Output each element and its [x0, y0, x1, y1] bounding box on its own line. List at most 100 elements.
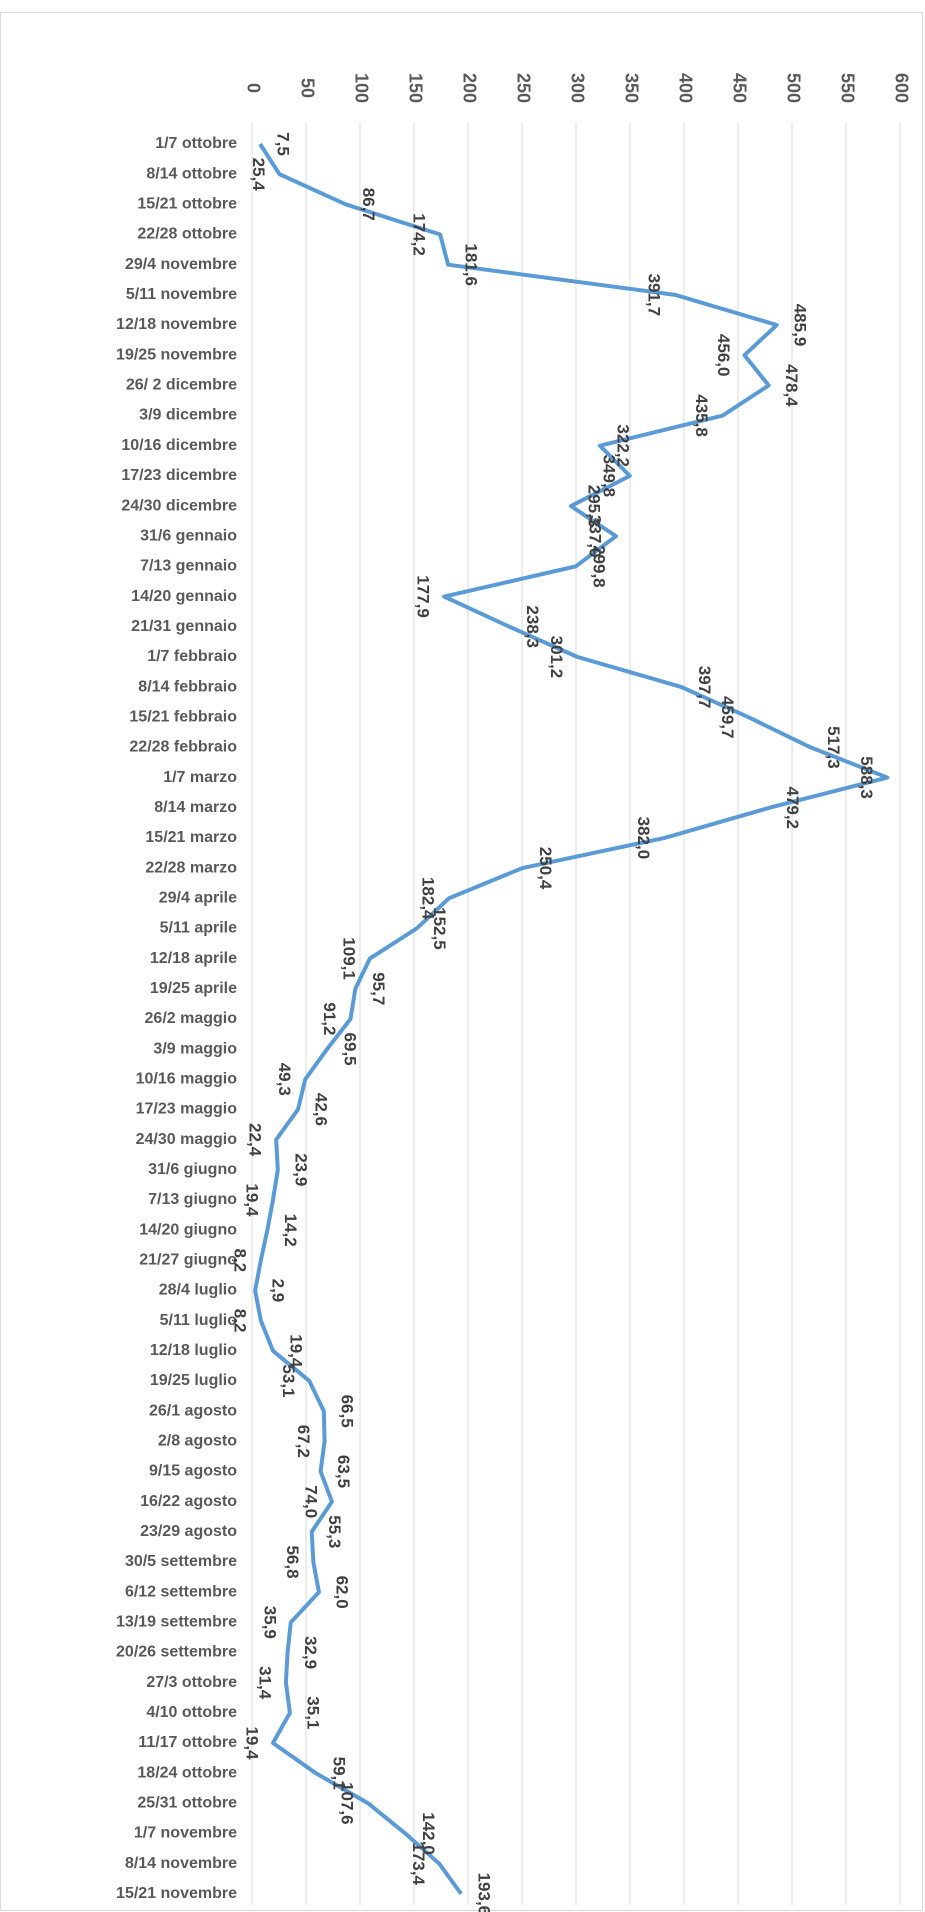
data-label: 23,9: [291, 1153, 310, 1186]
x-tick-label: 26/2 maggio: [145, 1010, 238, 1027]
data-label: 67,2: [294, 1425, 313, 1458]
y-tick-label: 200: [459, 73, 479, 103]
data-label: 49,3: [275, 1063, 294, 1096]
x-tick-label: 15/21 ottobre: [137, 196, 237, 213]
y-tick-label: 600: [891, 73, 911, 103]
data-label: 174,2: [410, 213, 429, 256]
data-label: 517,3: [824, 726, 843, 769]
x-tick-label: 4/10 ottobre: [146, 1704, 237, 1721]
data-label: 109,1: [339, 937, 358, 980]
data-label: 588,3: [857, 756, 876, 799]
x-tick-label: 14/20 gennaio: [131, 588, 237, 605]
x-tick-label: 30/5 settembre: [125, 1553, 237, 1570]
data-label: 485,9: [790, 304, 809, 347]
data-label: 63,5: [334, 1455, 353, 1488]
x-tick-label: 15/21 febbraio: [129, 708, 237, 725]
data-label: 59,1: [329, 1757, 348, 1790]
data-label: 31,4: [255, 1666, 274, 1700]
y-tick-label: 100: [351, 73, 371, 103]
data-label: 35,1: [303, 1696, 322, 1729]
x-tick-label: 12/18 novembre: [116, 316, 237, 333]
x-tick-label: 6/12 settembre: [125, 1583, 237, 1600]
data-label: 66,5: [337, 1395, 356, 1428]
x-tick-label: 25/31 ottobre: [137, 1795, 237, 1812]
data-label: 74,0: [301, 1485, 320, 1518]
x-tick-label: 2/8 agosto: [158, 1433, 237, 1450]
data-label: 25,4: [249, 158, 268, 192]
data-label: 32,9: [301, 1636, 320, 1669]
data-label: 479,2: [783, 786, 802, 829]
x-tick-label: 1/7 novembre: [134, 1825, 237, 1842]
data-label: 14,2: [281, 1214, 300, 1247]
data-label: 55,3: [325, 1515, 344, 1548]
x-tick-label: 1/7 ottobre: [155, 135, 237, 152]
x-tick-label: 9/15 agosto: [149, 1463, 237, 1480]
x-tick-label: 5/11 aprile: [160, 920, 237, 937]
x-tick-label: 11/17 ottobre: [138, 1734, 237, 1751]
x-tick-label: 31/6 giugno: [148, 1161, 237, 1178]
data-line: [253, 142, 890, 1896]
y-tick-label: 300: [567, 73, 587, 103]
data-label: 22,4: [246, 1123, 265, 1157]
data-label: 181,6: [462, 243, 481, 286]
x-tick-label: 19/25 luglio: [150, 1372, 237, 1389]
chart-frame: [0, 12, 923, 1911]
x-tick-label: 13/19 settembre: [116, 1614, 237, 1631]
x-tick-label: 15/21 novembre: [116, 1885, 237, 1902]
x-tick-label: 22/28 febbraio: [129, 739, 237, 756]
data-label: 456,0: [714, 334, 733, 377]
x-tick-label: 19/25 novembre: [116, 346, 237, 363]
data-label: 459,7: [718, 696, 737, 739]
x-tick-label: 12/18 luglio: [150, 1342, 237, 1359]
y-tick-label: 250: [513, 73, 533, 103]
y-tick-label: 400: [675, 73, 695, 103]
data-label: 69,5: [341, 1033, 360, 1066]
x-tick-label: 5/11 novembre: [126, 286, 237, 303]
data-label: 7,5: [274, 132, 293, 156]
data-label: 56,8: [283, 1545, 302, 1578]
x-tick-label: 21/27 giugno: [139, 1252, 237, 1269]
data-label: 435,8: [692, 394, 711, 437]
x-tick-label: 22/28 marzo: [145, 859, 237, 876]
data-label: 42,6: [312, 1093, 331, 1126]
data-label: 2,9: [269, 1279, 288, 1303]
x-tick-label: 19/25 aprile: [150, 980, 237, 997]
data-label: 95,7: [369, 972, 388, 1005]
y-tick-label: 350: [621, 73, 641, 103]
x-tick-label: 7/13 giugno: [148, 1191, 237, 1208]
x-tick-label: 17/23 maggio: [136, 1101, 238, 1118]
x-tick-label: 26/1 agosto: [149, 1402, 237, 1419]
data-label: 391,7: [645, 274, 664, 317]
data-label: 349,8: [599, 455, 618, 498]
data-label: 19,4: [242, 1726, 261, 1760]
data-label: 299,8: [589, 545, 608, 588]
y-tick-label: 50: [297, 78, 317, 98]
data-label: 322,2: [613, 424, 632, 467]
x-tick-label: 14/20 giugno: [139, 1221, 237, 1238]
x-tick-label: 27/3 ottobre: [146, 1674, 237, 1691]
x-tick-label: 8/14 novembre: [125, 1855, 237, 1872]
x-tick-label: 3/9 maggio: [153, 1040, 237, 1057]
data-label: 19,4: [242, 1183, 261, 1217]
x-tick-label: 10/16 maggio: [136, 1070, 238, 1087]
data-label: 91,2: [320, 1002, 339, 1035]
x-tick-label: 26/ 2 dicembre: [126, 377, 237, 394]
data-label: 478,4: [782, 364, 801, 407]
x-tick-label: 18/24 ottobre: [137, 1764, 237, 1781]
x-tick-label: 8/14 febbraio: [138, 678, 237, 695]
x-tick-label: 1/7 febbraio: [147, 648, 237, 665]
y-tick-label: 500: [783, 73, 803, 103]
x-tick-label: 16/22 agosto: [140, 1493, 237, 1510]
x-tick-label: 23/29 agosto: [140, 1523, 237, 1540]
data-label: 62,0: [332, 1576, 351, 1609]
x-tick-label: 1/7 marzo: [163, 769, 237, 786]
data-label: 295,3: [584, 485, 603, 528]
data-label: 182,4: [419, 877, 438, 920]
x-tick-label: 17/23 dicembre: [121, 467, 237, 484]
y-tick-label: 0: [243, 83, 263, 93]
x-tick-label: 24/30 maggio: [136, 1131, 238, 1148]
data-label: 337,0: [585, 515, 604, 558]
data-label: 35,9: [260, 1606, 279, 1639]
data-label: 8,2: [230, 1309, 249, 1333]
